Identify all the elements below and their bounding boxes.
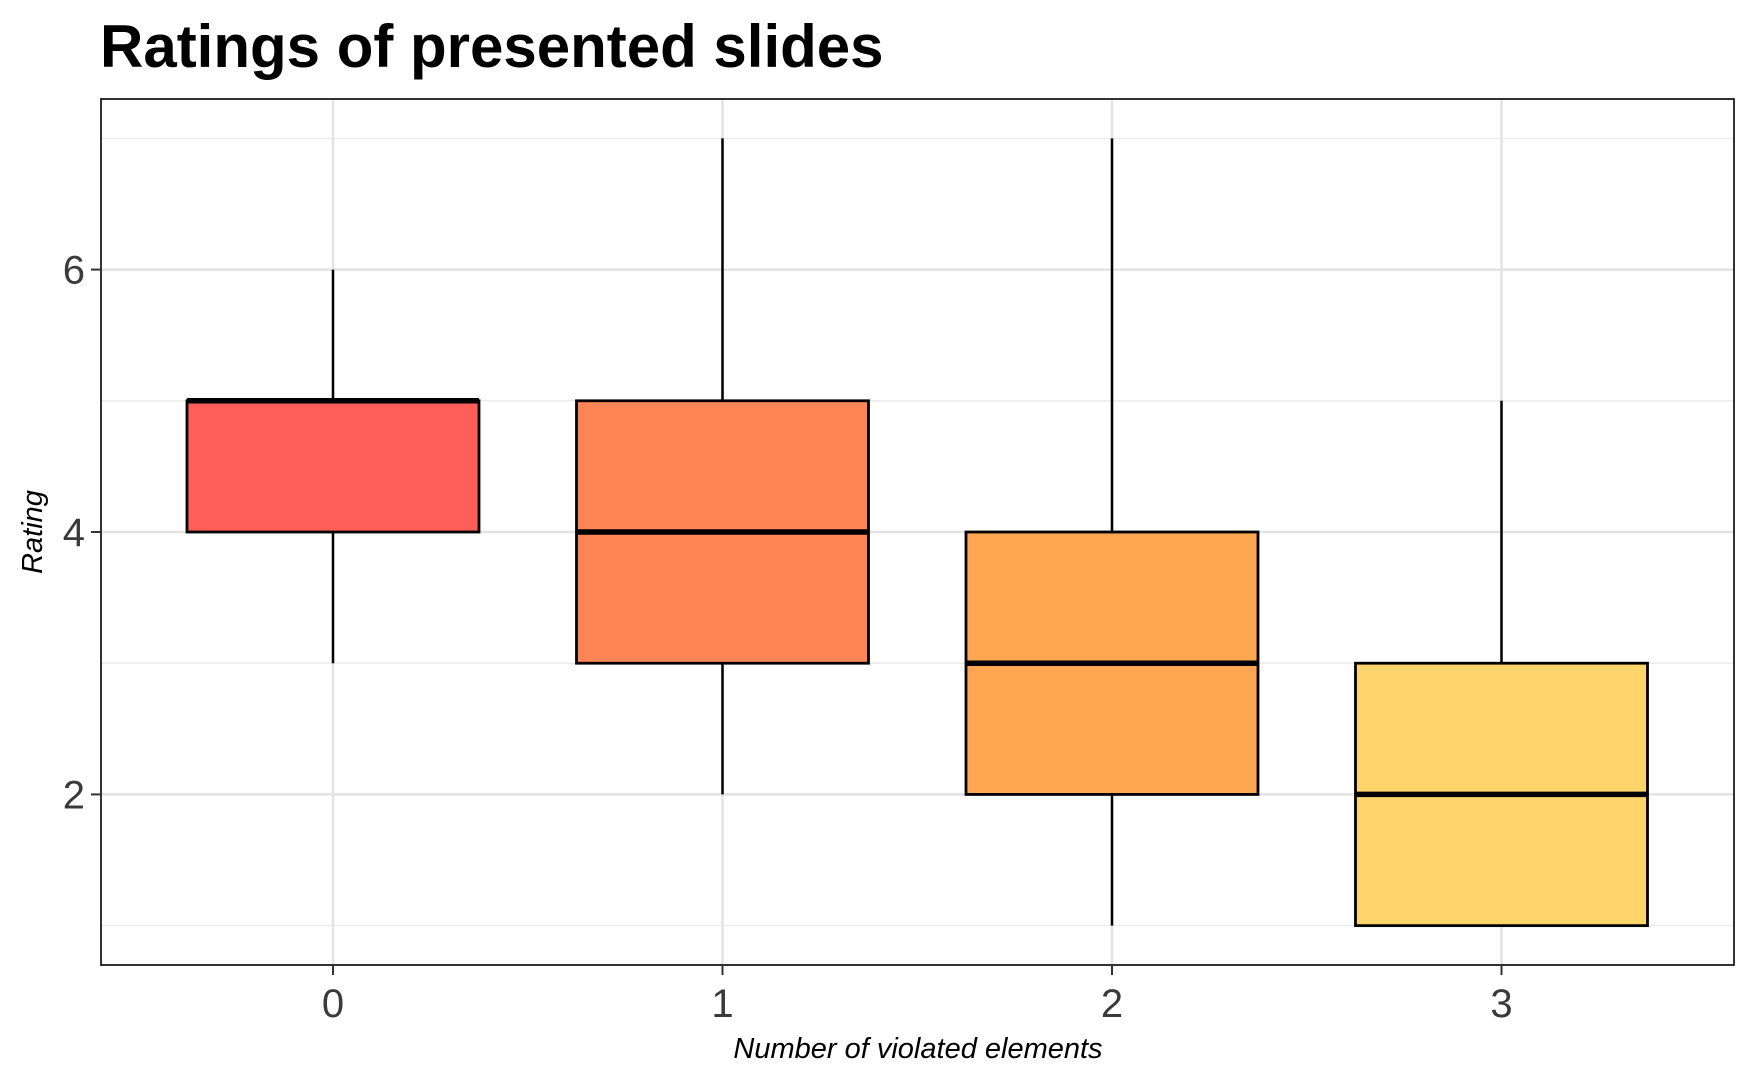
box-body (185, 399, 481, 534)
box-3 (1354, 400, 1649, 928)
chart-title: Ratings of presented slides (100, 13, 884, 80)
x-axis-title: Number of violated elements (733, 1033, 1102, 1065)
y-axis-title: Rating (17, 490, 49, 574)
box-layer (185, 138, 1649, 928)
box-0 (185, 269, 481, 664)
y-tick-label: 2 (63, 773, 85, 817)
x-tick-label: 0 (322, 982, 344, 1026)
box-2 (964, 138, 1260, 926)
x-tick-label: 2 (1101, 982, 1123, 1026)
x-tick-label: 3 (1490, 982, 1512, 1026)
x-tick-label: 1 (711, 982, 733, 1026)
y-tick-label: 6 (63, 249, 85, 293)
axis-layer: 2 4 6 0 1 2 3 (63, 249, 1513, 1026)
y-tick-label: 4 (63, 511, 85, 555)
box-1 (575, 138, 870, 795)
